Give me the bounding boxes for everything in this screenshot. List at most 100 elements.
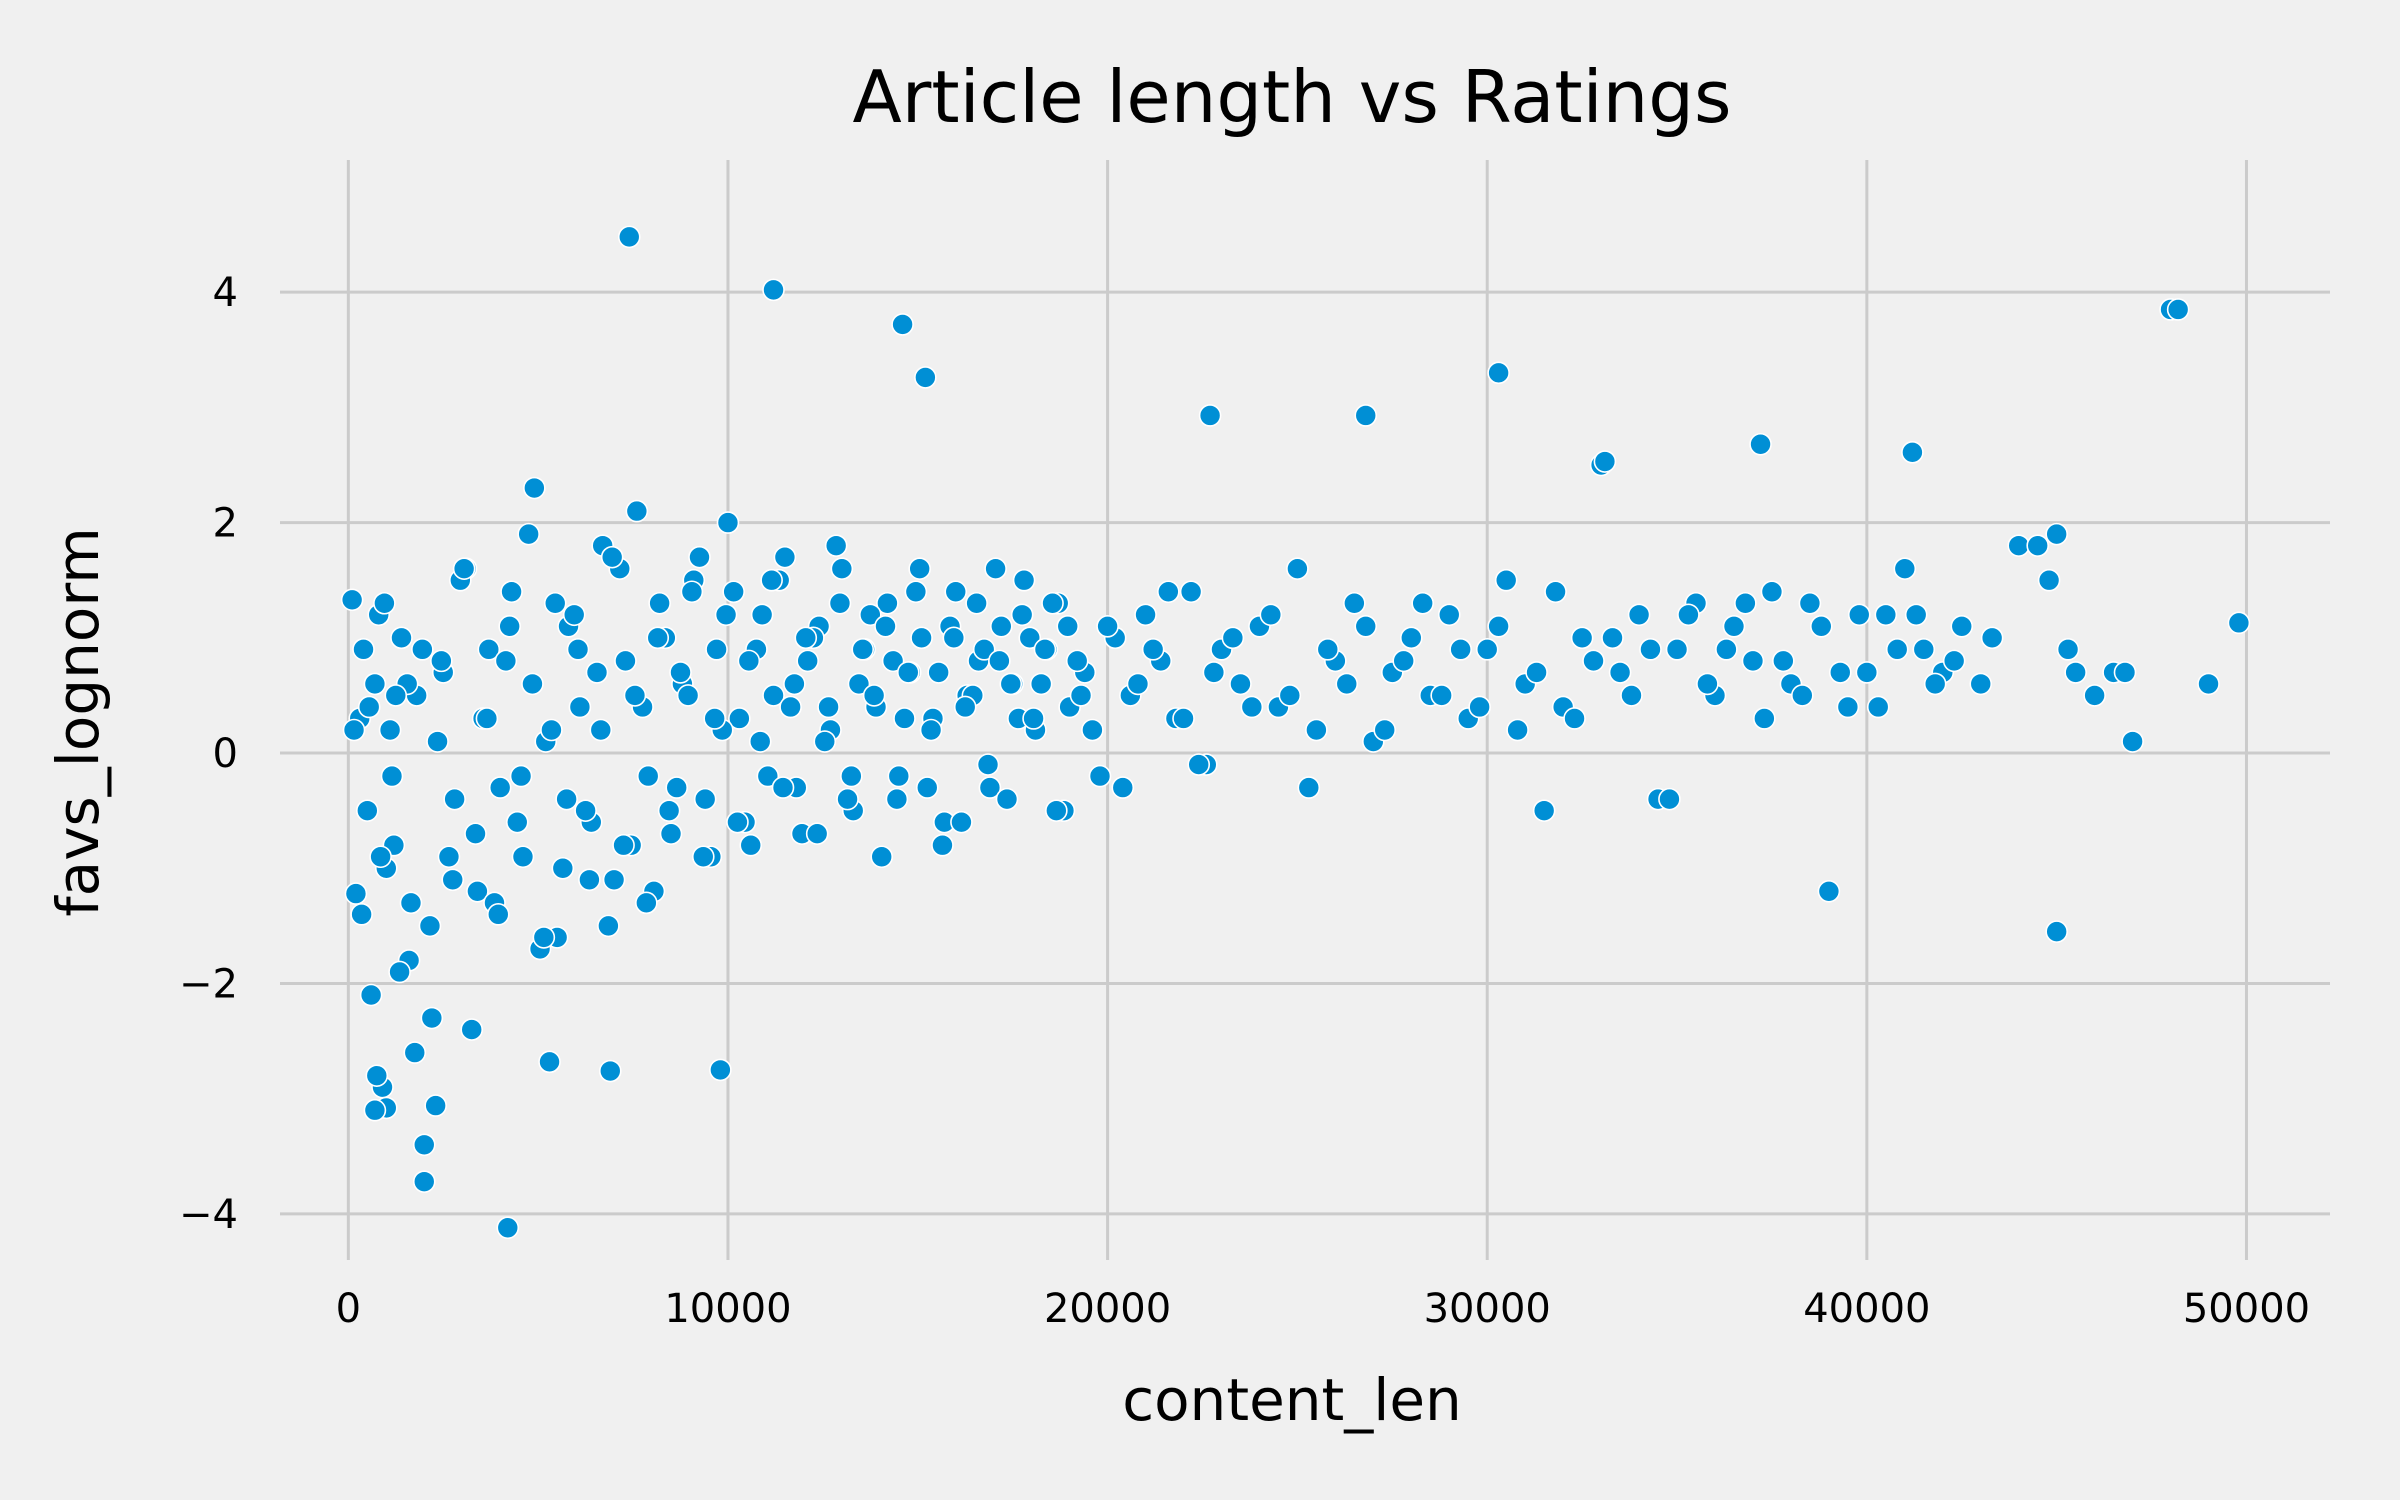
data-point	[350, 903, 373, 926]
data-point	[950, 810, 973, 834]
data-point	[669, 661, 692, 684]
data-point	[828, 591, 852, 615]
data-point	[636, 764, 660, 788]
data-point	[523, 476, 546, 500]
data-point	[1817, 880, 1841, 903]
data-point	[2056, 638, 2080, 661]
data-point	[1179, 580, 1203, 604]
y-tick-label: 0	[213, 731, 238, 777]
data-point	[1563, 707, 1586, 730]
data-point	[1627, 603, 1651, 627]
data-point	[1126, 672, 1150, 696]
data-point	[412, 1133, 436, 1157]
data-point	[390, 626, 413, 650]
data-point	[1901, 441, 1924, 464]
data-point	[1760, 580, 1784, 604]
data-point	[384, 684, 408, 707]
data-point	[646, 626, 670, 650]
data-point	[927, 661, 950, 684]
data-point	[1134, 603, 1157, 627]
data-point	[796, 649, 819, 673]
x-tick-label: 0	[336, 1286, 361, 1332]
data-point	[1033, 638, 1057, 661]
y-tick-label: 2	[213, 501, 238, 547]
data-point	[356, 799, 379, 822]
data-point	[380, 764, 404, 788]
data-point	[1847, 603, 1871, 627]
data-point	[464, 822, 487, 845]
data-point	[1722, 615, 1746, 638]
data-point	[1392, 649, 1416, 673]
data-point	[532, 926, 556, 949]
data-point	[794, 626, 818, 650]
data-point	[805, 822, 829, 845]
data-point	[1836, 695, 1860, 719]
data-point	[562, 603, 586, 627]
data-point	[910, 626, 933, 650]
data-point	[1734, 591, 1757, 615]
chart-title: Article length vs Ratings	[853, 55, 1732, 139]
data-point	[705, 638, 728, 661]
data-point	[1608, 661, 1632, 684]
data-point	[363, 672, 387, 696]
data-point	[965, 591, 988, 615]
data-point	[716, 511, 740, 534]
x-tick-label: 10000	[664, 1286, 791, 1332]
data-point	[1772, 649, 1795, 673]
data-point	[1487, 615, 1510, 638]
data-point	[1855, 661, 1879, 684]
data-point	[424, 1094, 447, 1117]
data-point	[585, 661, 609, 684]
data-point	[574, 799, 597, 822]
data-point	[1343, 591, 1366, 615]
data-point	[896, 661, 920, 684]
data-point	[1297, 776, 1321, 799]
data-point	[862, 684, 886, 707]
data-point	[1354, 404, 1378, 427]
data-point	[783, 672, 806, 696]
data-point	[600, 545, 624, 569]
data-point	[722, 580, 745, 604]
data-point	[2083, 684, 2106, 707]
data-point	[1286, 557, 1309, 580]
data-point	[1487, 361, 1510, 385]
data-point	[498, 615, 521, 638]
data-point	[1029, 672, 1053, 696]
data-point	[344, 882, 368, 905]
data-point	[688, 545, 711, 569]
data-point	[762, 684, 785, 707]
data-point	[1373, 718, 1397, 742]
data-point	[703, 707, 726, 730]
data-point	[598, 1059, 622, 1083]
data-point	[1229, 672, 1252, 696]
data-point	[1069, 684, 1093, 707]
data-point	[1658, 787, 1681, 811]
data-point	[1696, 672, 1719, 696]
data-point	[477, 638, 501, 661]
data-point	[488, 776, 512, 799]
data-point	[443, 787, 466, 811]
data-point	[773, 545, 797, 569]
data-point	[378, 718, 402, 742]
y-tick-label: 4	[213, 270, 238, 316]
data-point	[1715, 638, 1738, 661]
data-point	[891, 313, 914, 336]
data-point	[1980, 626, 2004, 650]
data-point	[412, 1170, 436, 1193]
data-point	[475, 707, 499, 730]
data-point	[1601, 626, 1624, 650]
data-point	[602, 868, 626, 892]
data-point	[1141, 638, 1165, 661]
data-point	[885, 787, 909, 811]
data-point	[659, 822, 683, 845]
data-point	[452, 557, 476, 580]
data-point	[496, 1216, 520, 1240]
data-point	[352, 638, 375, 661]
grid-layer	[280, 160, 2330, 1260]
data-point	[426, 730, 449, 753]
data-point	[1593, 450, 1617, 473]
y-tick-label: −4	[179, 1192, 238, 1238]
data-point	[2121, 730, 2144, 753]
data-point	[2227, 611, 2251, 635]
